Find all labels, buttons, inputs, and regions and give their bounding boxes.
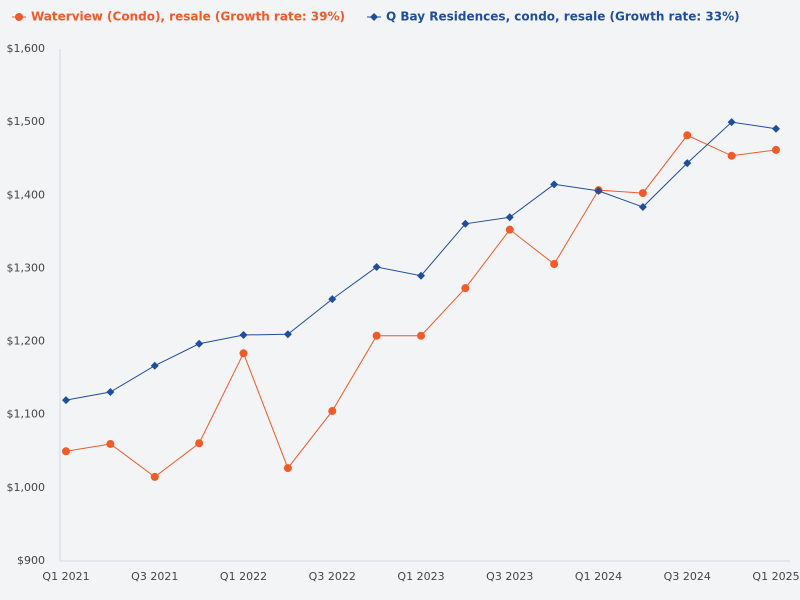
legend: Waterview (Condo), resale (Growth rate: …: [12, 10, 740, 24]
marker: [638, 189, 647, 198]
marker: [15, 13, 23, 21]
marker: [239, 330, 248, 339]
marker: [239, 349, 248, 358]
marker: [550, 260, 559, 269]
x-tick-label: Q3 2023: [486, 570, 533, 583]
legend-label: Q Bay Residences, condo, resale (Growth …: [386, 10, 740, 24]
y-tick-label: $1,200: [7, 335, 46, 348]
x-tick-label: Q3 2021: [131, 570, 178, 583]
marker: [195, 439, 204, 448]
marker: [106, 388, 115, 397]
marker: [150, 361, 159, 370]
marker: [505, 213, 514, 222]
marker: [372, 331, 381, 340]
marker: [772, 145, 780, 154]
marker: [505, 225, 514, 234]
y-tick-label: $1,000: [7, 481, 46, 494]
y-tick-label: $1,300: [7, 261, 46, 274]
marker: [370, 13, 379, 21]
marker: [461, 284, 470, 293]
y-tick-label: $1,600: [7, 42, 46, 55]
x-tick-label: Q3 2024: [664, 570, 711, 583]
x-tick-label: Q3 2022: [309, 570, 356, 583]
y-tick-label: $1,500: [7, 115, 46, 128]
marker: [195, 339, 204, 348]
marker: [594, 186, 603, 195]
marker: [417, 271, 425, 280]
y-tick-label: $1,400: [7, 188, 46, 201]
x-tick-label: Q1 2025: [752, 570, 799, 583]
x-tick-label: Q1 2022: [220, 570, 267, 583]
marker: [62, 447, 70, 456]
marker: [328, 407, 337, 416]
marker: [417, 331, 425, 340]
marker: [328, 295, 337, 304]
marker: [683, 131, 692, 140]
marker: [372, 262, 381, 271]
marker: [283, 464, 292, 473]
y-tick-label: $1,100: [7, 408, 46, 421]
marker: [683, 159, 692, 168]
marker: [550, 180, 559, 189]
marker: [283, 330, 292, 339]
marker: [638, 202, 647, 211]
marker: [150, 472, 159, 481]
marker: [727, 151, 736, 160]
marker: [62, 396, 70, 405]
marker: [727, 118, 736, 127]
x-tick-label: Q1 2024: [575, 570, 622, 583]
marker: [772, 124, 780, 133]
y-tick-label: $900: [17, 554, 45, 567]
legend-label: Waterview (Condo), resale (Growth rate: …: [31, 10, 345, 24]
x-tick-label: Q1 2021: [42, 570, 89, 583]
x-tick-label: Q1 2023: [397, 570, 444, 583]
marker: [461, 219, 470, 228]
marker: [106, 439, 115, 448]
